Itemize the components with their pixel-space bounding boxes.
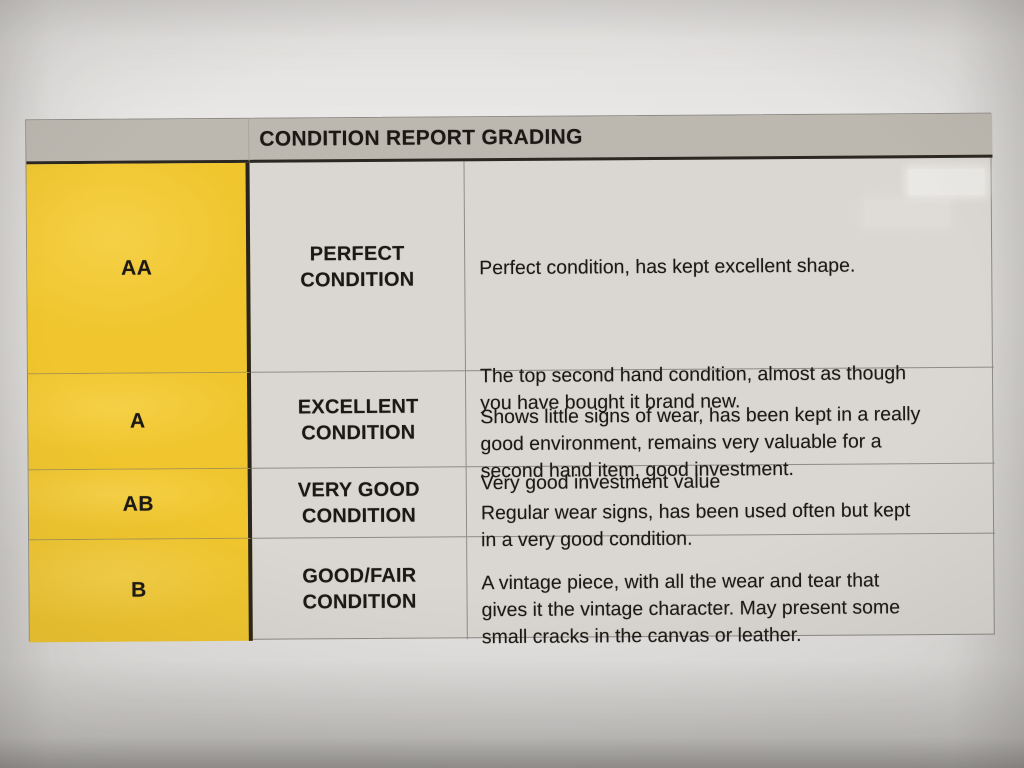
description-cell-aa: Perfect condition, has kept excellent sh… — [464, 157, 994, 494]
condition-name-b: GOOD/FAIR CONDITION — [252, 537, 468, 641]
grade-cell-ab: AB — [28, 468, 253, 541]
whiteout-patch — [908, 168, 985, 196]
condition-name-a: EXCELLENT CONDITION — [250, 371, 467, 469]
description-cell-a: Shows little signs of wear, has been kep… — [465, 367, 995, 482]
condition-name-ab: VERY GOOD CONDITION — [251, 467, 468, 539]
description-cell-ab: Regular wear signs, has been used often … — [466, 463, 996, 551]
grade-cell-a: A — [27, 372, 252, 471]
condition-name-aa: PERFECT CONDITION — [249, 161, 466, 373]
description-cell-b: A vintage piece, with all the wear and t… — [467, 534, 996, 648]
whiteout-patch — [864, 199, 949, 227]
description-paragraph: A vintage piece, with all the wear and t… — [481, 569, 901, 649]
header-corner-cell — [26, 118, 250, 165]
grade-cell-aa: AA — [26, 162, 251, 375]
grade-cell-b: B — [29, 538, 253, 643]
description-paragraph: Perfect condition, has kept excellent sh… — [479, 254, 856, 280]
table-title: CONDITION REPORT GRADING — [249, 113, 993, 163]
condition-grading-table: CONDITION REPORT GRADING AA PERFECT COND… — [25, 112, 996, 648]
